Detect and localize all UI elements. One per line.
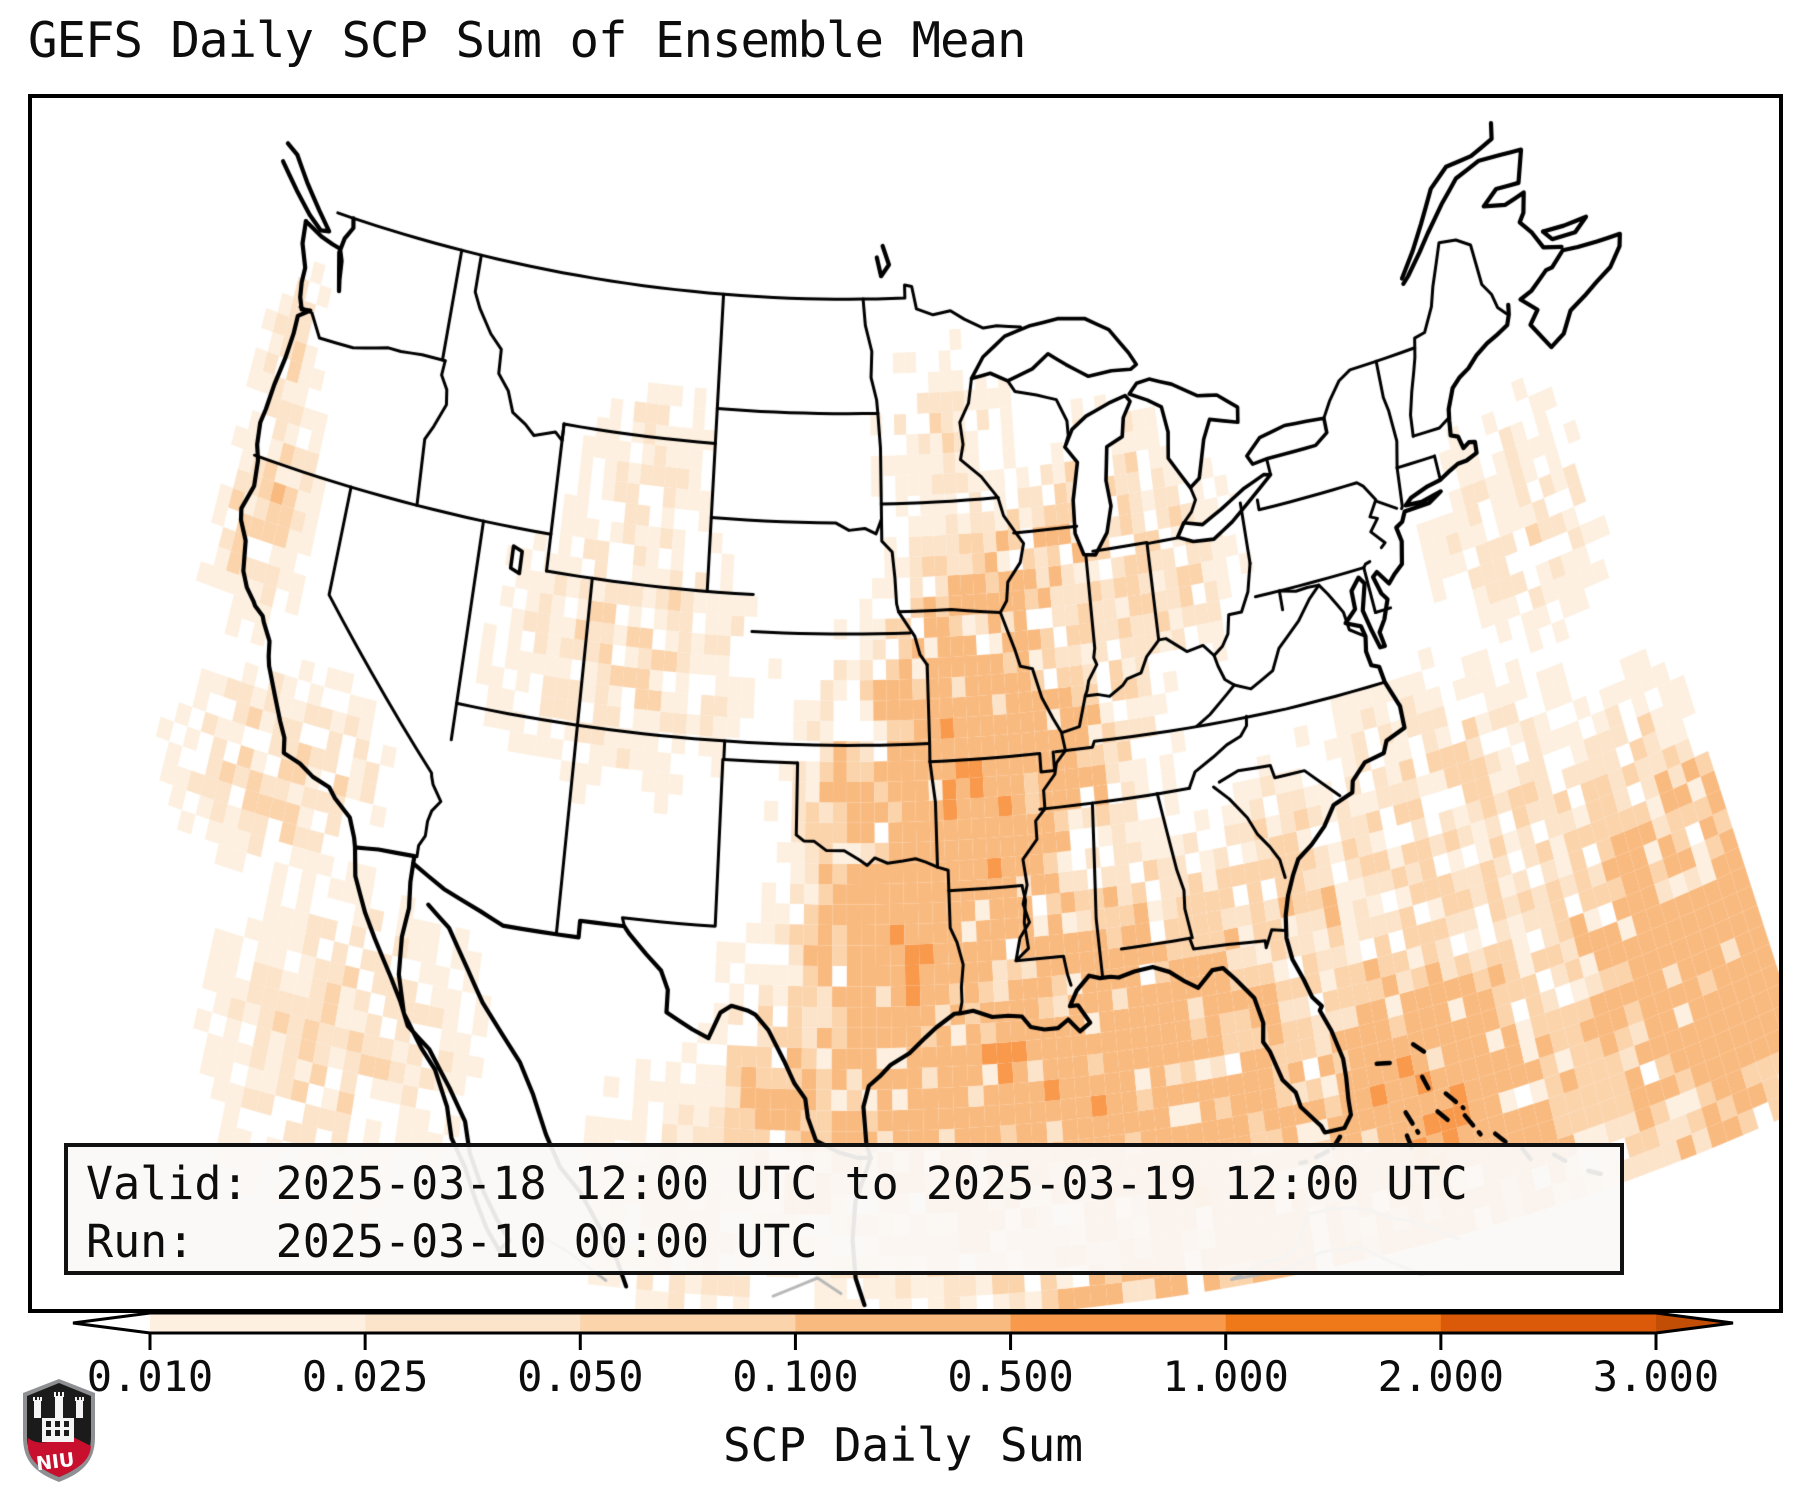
- map-frame: [28, 94, 1783, 1313]
- valid-run-info-box: Valid: 2025-03-18 12:00 UTC to 2025-03-1…: [64, 1143, 1624, 1275]
- colorbar-segment: [150, 1313, 366, 1333]
- colorbar-tick-label: 0.010: [86, 1352, 214, 1401]
- castle-windows: [46, 1421, 69, 1436]
- colorbar-segment: [1010, 1313, 1227, 1333]
- colorbar-tick-label: 2.000: [1377, 1352, 1505, 1401]
- colorbar-segment: [1440, 1313, 1657, 1333]
- colorbar-tick-label: 0.025: [301, 1352, 429, 1401]
- colorbar-segment: [1225, 1313, 1442, 1333]
- colorbar: [72, 1311, 1734, 1350]
- colorbar-segment: [365, 1313, 581, 1333]
- niu-logo: NIU: [23, 1379, 95, 1482]
- niu-red-band: [28, 1434, 91, 1477]
- colorbar-tick-label: 0.500: [947, 1352, 1074, 1401]
- run-time-text: Run: 2025-03-10 00:00 UTC: [86, 1215, 818, 1268]
- colorbar-tick-label: 0.050: [517, 1352, 644, 1401]
- colorbar-tick-label: 0.100: [732, 1352, 859, 1401]
- colorbar-axis-label: SCP Daily Sum: [722, 1418, 1084, 1472]
- scp-map-canvas: [32, 98, 1779, 1309]
- page-title: GEFS Daily SCP Sum of Ensemble Mean: [28, 12, 1027, 69]
- colorbar-tick-label: 3.000: [1592, 1352, 1720, 1401]
- colorbar-segment: [795, 1313, 1012, 1333]
- colorbar-tick-label: 1.000: [1162, 1352, 1289, 1401]
- colorbar-over-arrow: [1656, 1313, 1733, 1333]
- valid-time-text: Valid: 2025-03-18 12:00 UTC to 2025-03-1…: [86, 1157, 1468, 1210]
- colorbar-under-arrow: [73, 1313, 150, 1333]
- colorbar-segment: [580, 1313, 796, 1333]
- niu-logo-text: NIU: [35, 1449, 76, 1476]
